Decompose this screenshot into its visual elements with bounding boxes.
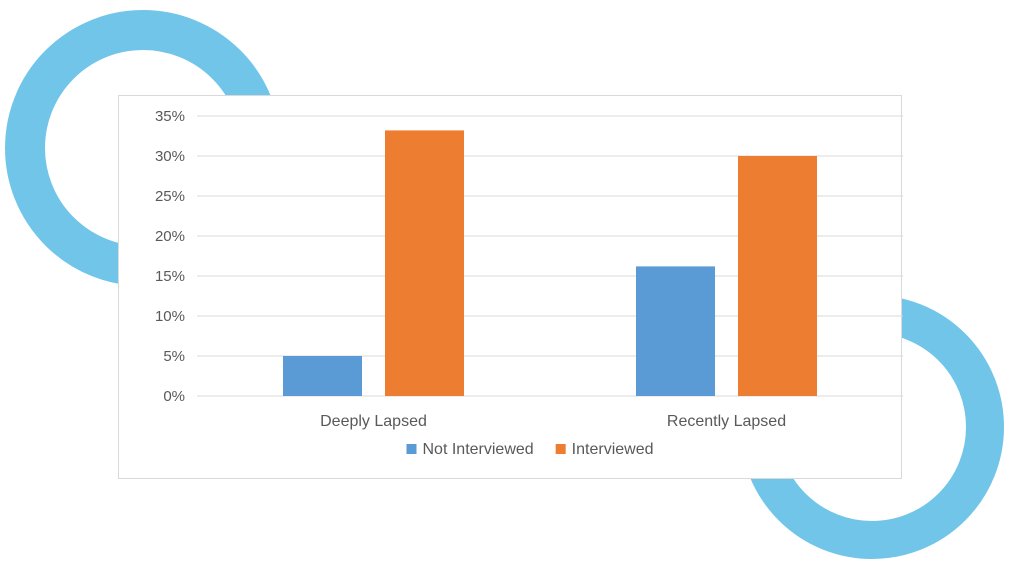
- y-tick-label: 0%: [163, 388, 185, 405]
- bar-chart: 0% 5% 10% 15% 20% 25% 30% 35% Deeply Lapsed Rece…: [155, 108, 903, 458]
- legend-swatch: [406, 444, 417, 454]
- bars: [283, 130, 817, 396]
- y-axis-tick-labels: 0% 5% 10% 15% 20% 25% 30% 35%: [155, 108, 185, 405]
- legend: Not Interviewed Interviewed: [406, 441, 654, 458]
- bar-interviewed-recently-lapsed: [738, 156, 817, 396]
- legend-item: Not Interviewed: [406, 441, 534, 458]
- chart-card: 0% 5% 10% 15% 20% 25% 30% 35% Deeply Lapsed Rece…: [118, 95, 903, 479]
- y-tick-label: 20%: [155, 228, 185, 245]
- y-tick-label: 15%: [155, 268, 185, 285]
- legend-swatch: [555, 444, 566, 454]
- bar-not-interviewed-recently-lapsed: [636, 266, 715, 396]
- y-tick-label: 35%: [155, 108, 185, 125]
- legend-label: Interviewed: [572, 441, 654, 458]
- x-axis-category-labels: Deeply Lapsed Recently Lapsed: [320, 413, 786, 430]
- bar-interviewed-deeply-lapsed: [385, 130, 464, 396]
- x-category-label: Recently Lapsed: [667, 413, 786, 430]
- x-category-label: Deeply Lapsed: [320, 413, 427, 430]
- y-tick-label: 10%: [155, 308, 185, 325]
- legend-item: Interviewed: [555, 441, 654, 458]
- y-tick-label: 25%: [155, 188, 185, 205]
- legend-label: Not Interviewed: [423, 441, 534, 458]
- y-tick-label: 5%: [163, 348, 185, 365]
- y-tick-label: 30%: [155, 148, 185, 165]
- bar-not-interviewed-deeply-lapsed: [283, 356, 362, 396]
